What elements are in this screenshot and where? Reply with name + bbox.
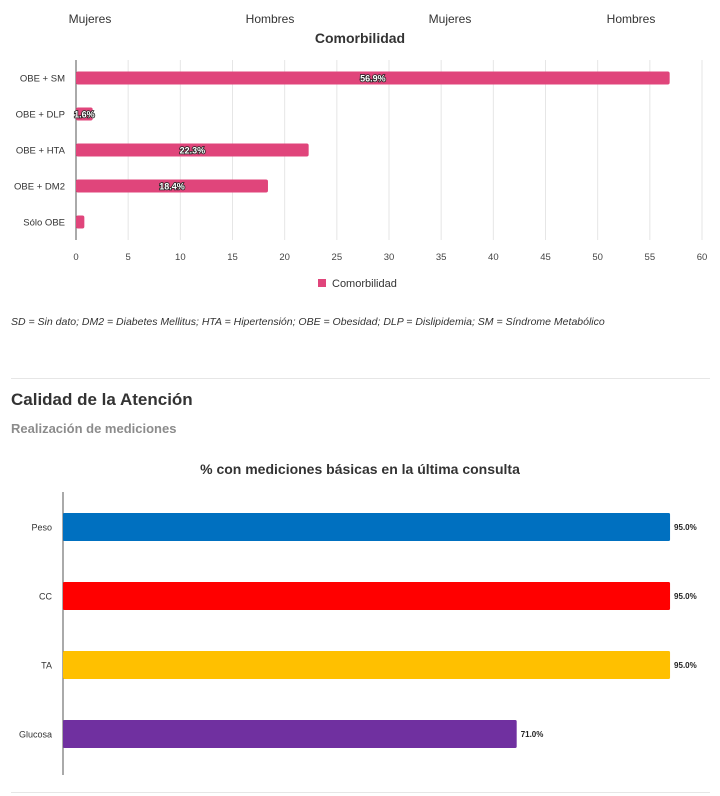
chart1-legend-swatch [318,279,326,287]
measurements-chart: % con mediciones básicas en la última co… [19,461,697,775]
column-header-hombres-2: Hombres [606,12,656,26]
chart1-bar [76,71,670,85]
chart1-x-tick-label: 5 [126,252,131,263]
chart2-title: % con mediciones básicas en la última co… [200,461,520,477]
chart1-bar [76,143,309,157]
chart2-category-label: Glucosa [19,730,52,740]
chart1-x-tick-label: 15 [227,252,238,263]
chart1-data-label: 22.3% [180,146,206,156]
chart1-x-tick-label: 40 [488,252,499,263]
chart2-data-label: 95.0% [674,592,697,601]
column-header-mujeres-1: Mujeres [68,12,112,26]
chart2-bar [63,582,671,610]
chart1-x-tick-label: 35 [436,252,447,263]
chart1-x-tick-label: 20 [279,252,290,263]
chart2-bar [63,720,517,748]
footnote: SD = Sin dato; DM2 = Diabetes Mellitus; … [11,316,605,328]
column-header-hombres-1: Hombres [245,12,295,26]
chart1-bar [76,107,93,121]
chart1-category-label: OBE + HTA [16,146,66,157]
chart1-x-tick-label: 50 [592,252,603,263]
chart1-category-label: OBE + DLP [16,110,65,121]
chart2-category-label: CC [39,592,52,602]
chart1-title: Comorbilidad [315,30,405,46]
column-header-mujeres-2: Mujeres [428,12,472,26]
chart2-bar [63,651,671,679]
chart1-bar [76,179,268,193]
chart1-legend: Comorbilidad [318,278,397,290]
section-divider-bottom [11,792,710,793]
section-subtitle: Realización de mediciones [11,421,177,436]
chart2-category-label: Peso [31,523,52,533]
comorbidity-chart: Comorbilidad 0 5 10 15 20 25 30 35 40 45 50 55 60 OBE … [14,30,708,290]
chart1-x-tick-label: 60 [697,252,708,263]
chart2-data-label: 95.0% [674,661,697,670]
chart1-category-label: Sólo OBE [23,218,65,229]
chart1-x-tick-label: 55 [645,252,656,263]
chart1-bar [76,215,85,229]
chart2-data-label: 95.0% [674,523,697,532]
chart1-data-label: 18.4% [159,182,185,192]
column-headers: Mujeres Hombres Mujeres Hombres [0,12,720,30]
chart2-category-label: TA [41,661,52,671]
chart2-data-label: 71.0% [521,730,544,739]
chart2-bar [63,513,671,541]
chart1-data-label: 1.6% [74,110,95,120]
chart1-legend-label: Comorbilidad [332,278,397,290]
section-title: Calidad de la Atención [11,390,193,409]
chart1-x-tick-label: 25 [332,252,343,263]
chart1-x-tick-label: 30 [384,252,395,263]
chart1-category-label: OBE + DM2 [14,182,65,193]
chart1-data-label: 56.9% [360,74,386,84]
chart1-x-tick-label: 0 [73,252,78,263]
chart1-category-label: OBE + SM [20,74,65,85]
chart1-x-tick-label: 45 [540,252,551,263]
chart1-x-tick-label: 10 [175,252,186,263]
section-divider-top [11,378,710,379]
